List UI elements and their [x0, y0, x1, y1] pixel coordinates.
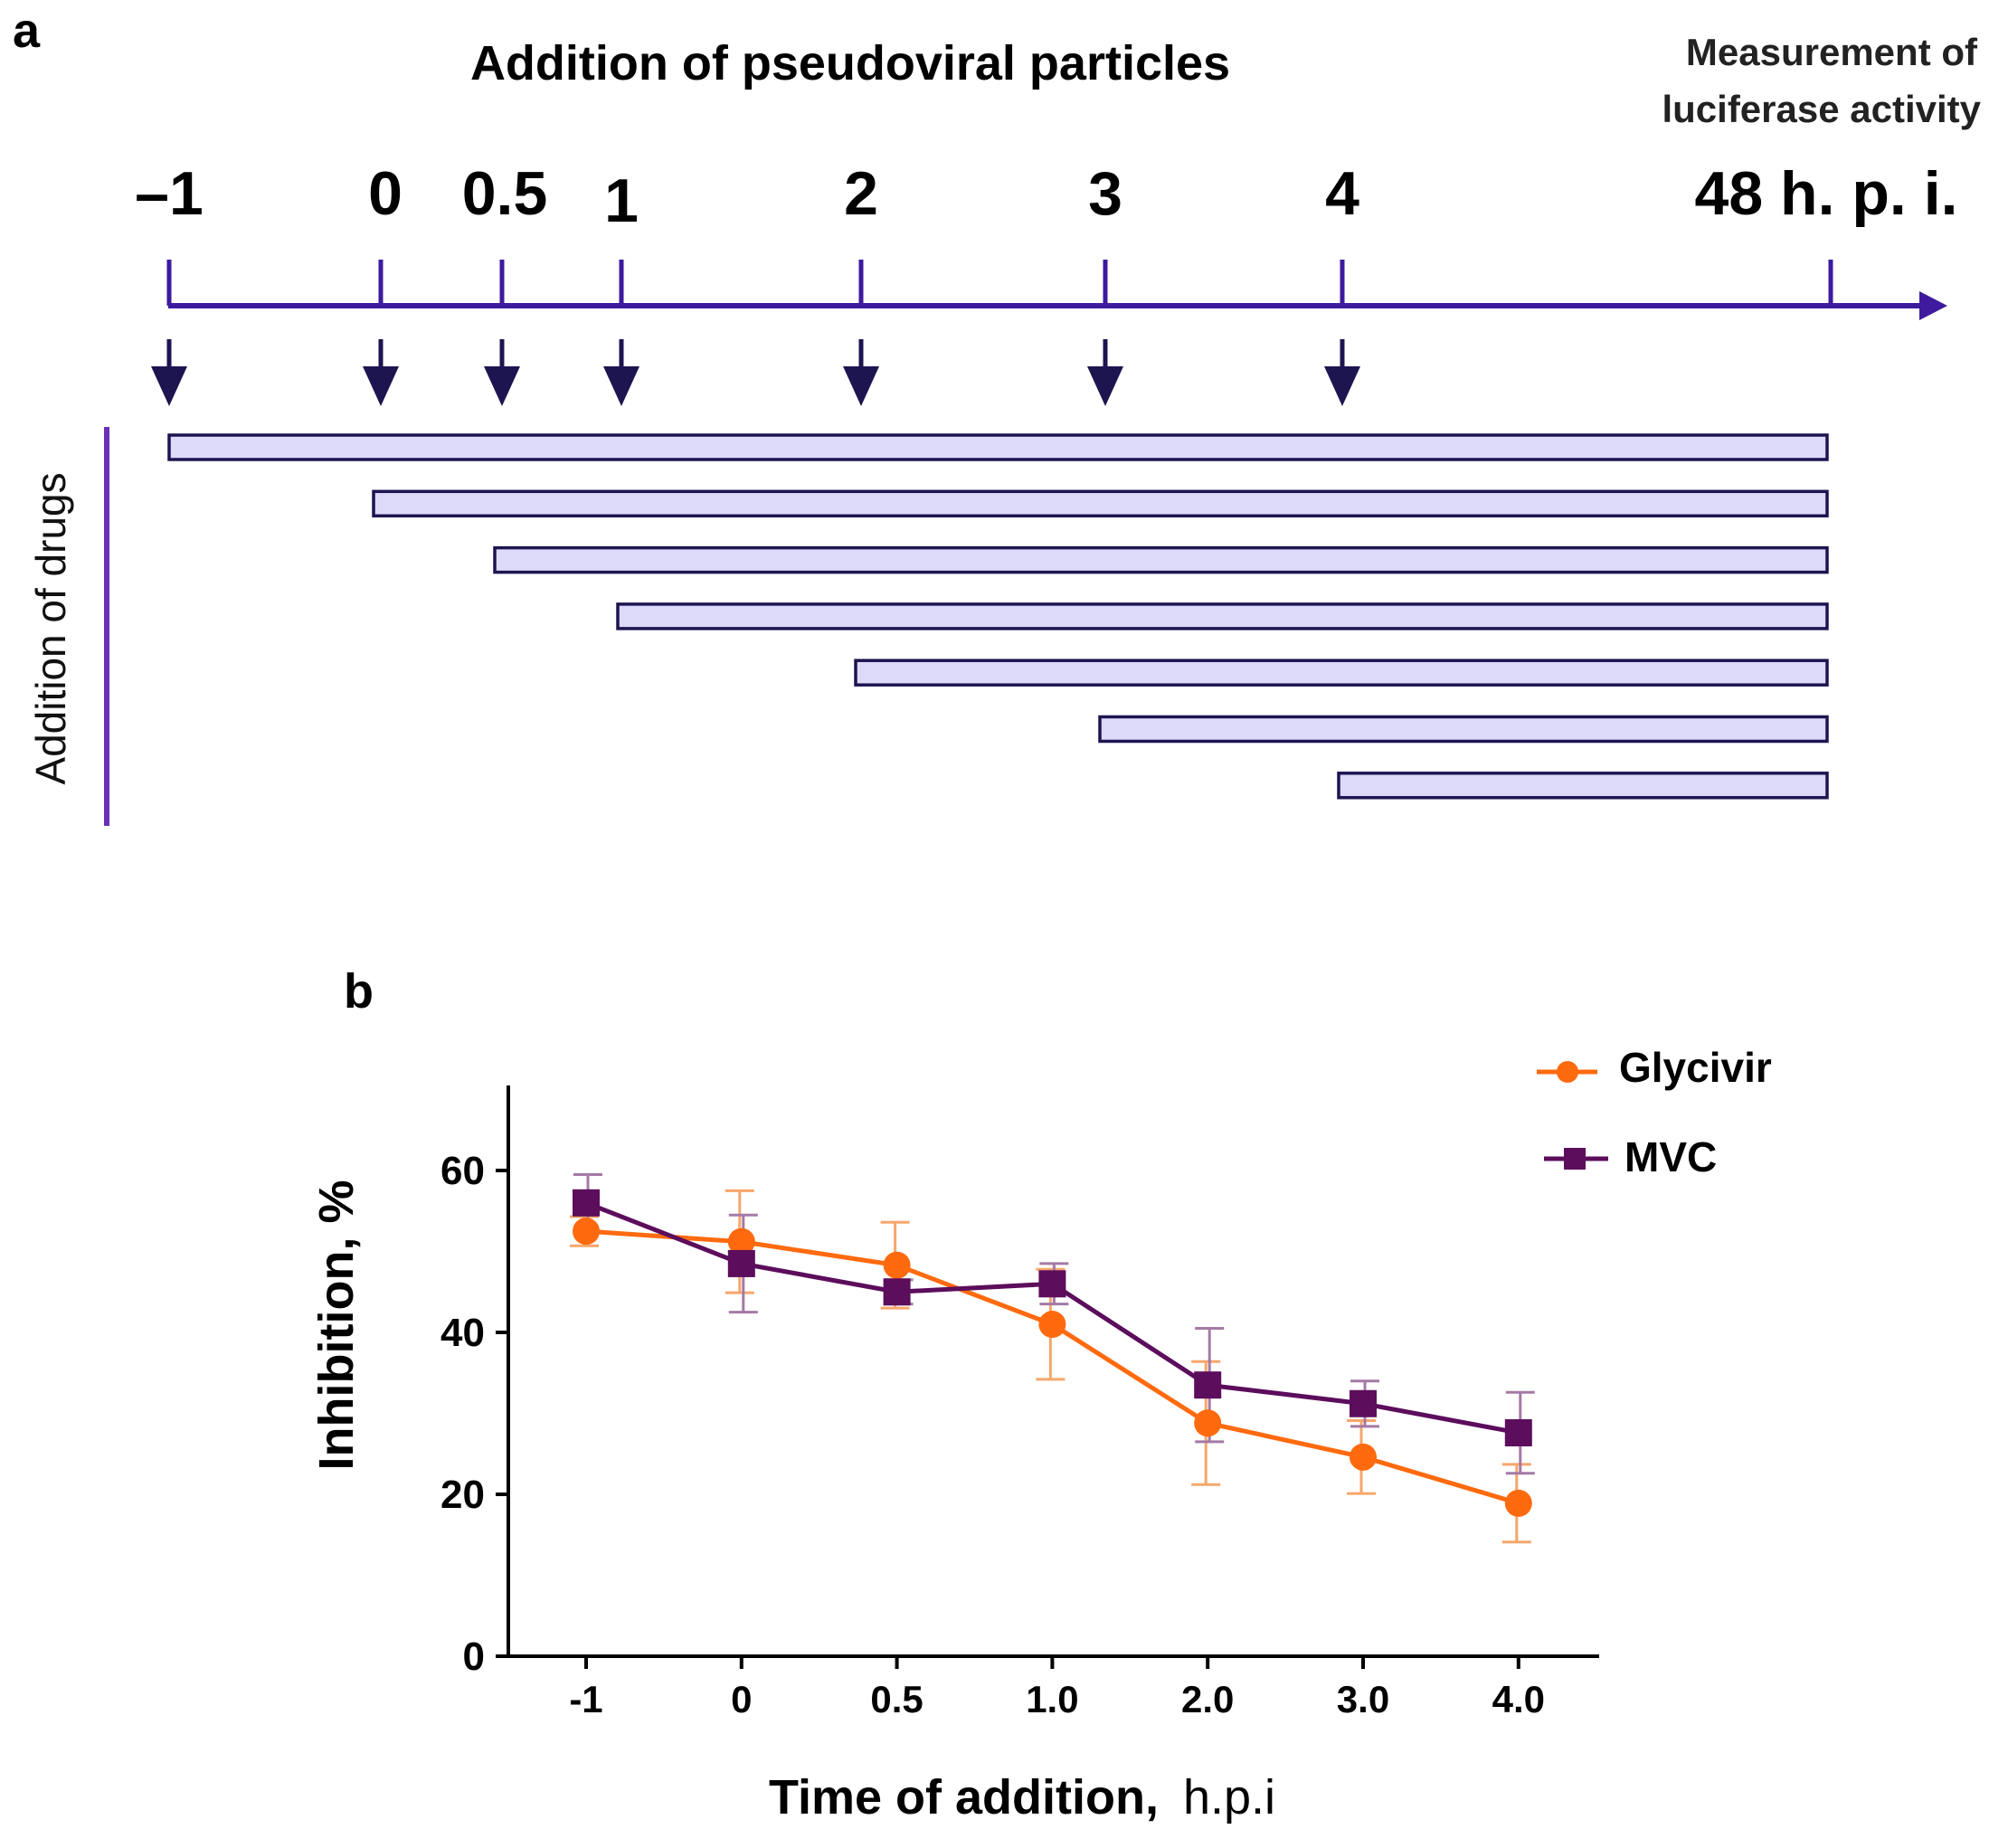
y-axis-ticks: 0 20 40 60 — [440, 1149, 508, 1679]
x-tick-label: -1 — [569, 1678, 602, 1720]
particle-addition-arrows — [151, 339, 1360, 406]
chart-legend: Glycivir MVC — [1537, 1044, 1772, 1180]
data-point-mvc — [883, 1278, 911, 1306]
legend-marker-glycivir — [1557, 1061, 1578, 1083]
drug-exposure-bar — [372, 489, 1829, 518]
particle-arrow-icon — [843, 366, 879, 406]
data-point-glycivir — [727, 1227, 755, 1256]
timeline-tick-label: –1 — [135, 159, 204, 228]
data-point-glycivir — [1504, 1489, 1532, 1517]
measurement-label-line1: Measurement of — [1686, 31, 1978, 73]
legend-marker-mvc — [1564, 1148, 1586, 1170]
drug-exposure-bar — [854, 659, 1829, 687]
particle-arrow-icon — [151, 366, 187, 406]
timeline-tick-label: 0.5 — [462, 159, 548, 228]
panel-b-chart: b 0 20 40 60 -1 0 0.5 1.0 2.0 3.0 4.0 Inhibition,… — [309, 964, 1772, 1824]
data-point-glycivir — [573, 1218, 600, 1246]
data-point-mvc — [573, 1189, 600, 1217]
panel-a-timeline: a Addition of pseudoviral particles Meas… — [13, 4, 1982, 826]
error-bars-glycivir — [570, 1189, 1531, 1544]
timeline-tick-label: 4 — [1325, 159, 1359, 228]
x-tick-label: 0.5 — [870, 1678, 923, 1720]
particle-arrow-icon — [1324, 366, 1360, 406]
x-axis-ticks: -1 0 0.5 1.0 2.0 3.0 4.0 — [569, 1656, 1545, 1720]
panel-a-label: a — [13, 4, 41, 58]
panel-a-title: Addition of pseudoviral particles — [470, 36, 1230, 90]
drug-exposure-bar — [1337, 772, 1829, 800]
x-tick-label: 0 — [731, 1678, 752, 1720]
timeline-tick-label: 1 — [604, 166, 639, 235]
data-point-mvc — [1194, 1371, 1222, 1399]
legend-label-mvc: MVC — [1624, 1133, 1717, 1180]
x-tick-label: 4.0 — [1492, 1678, 1545, 1720]
data-point-mvc — [1350, 1389, 1377, 1417]
x-tick-label: 2.0 — [1181, 1678, 1234, 1720]
drug-exposure-bar — [616, 602, 1829, 630]
measurement-label-line2: luciferase activity — [1662, 88, 1981, 130]
drug-exposure-bar — [493, 545, 1829, 574]
particle-arrow-icon — [1087, 366, 1123, 406]
panel-b-label: b — [344, 964, 374, 1019]
y-tick-label: 20 — [440, 1473, 485, 1517]
drug-exposure-bars — [167, 433, 1829, 800]
x-tick-label: 3.0 — [1337, 1678, 1389, 1720]
data-point-mvc — [727, 1249, 755, 1277]
particle-arrow-icon — [603, 366, 639, 406]
timeline-end-label: 48 h. p. i. — [1695, 159, 1958, 228]
legend-label-glycivir: Glycivir — [1619, 1044, 1772, 1091]
svg-text:Time of addition, h.p.i: Time of addition, h.p.i — [769, 1770, 1275, 1824]
y-tick-label: 40 — [440, 1311, 485, 1355]
timeline-tick-label: 3 — [1088, 159, 1122, 228]
timeline-arrowhead — [1919, 291, 1947, 320]
plot-series — [570, 1172, 1535, 1544]
particle-arrow-icon — [484, 366, 520, 406]
timeline-tick-label: 2 — [844, 159, 878, 228]
data-point-mvc — [1038, 1270, 1066, 1298]
drug-addition-label: Addition of drugs — [27, 472, 74, 784]
timeline-tick-label: 0 — [368, 159, 403, 228]
x-tick-label: 1.0 — [1026, 1678, 1078, 1720]
data-point-glycivir — [883, 1251, 911, 1279]
x-axis-unit: h.p.i — [1183, 1770, 1275, 1824]
particle-arrow-icon — [363, 366, 399, 406]
data-point-mvc — [1504, 1418, 1532, 1446]
drug-exposure-bar — [1098, 715, 1829, 744]
x-axis-title: Time of addition, — [769, 1770, 1159, 1824]
data-point-glycivir — [1038, 1311, 1066, 1339]
y-axis-title: Inhibition, % — [309, 1180, 364, 1471]
svg-text:Inhibition, %: Inhibition, % — [309, 1180, 364, 1471]
data-point-glycivir — [1194, 1409, 1222, 1437]
y-tick-label: 0 — [463, 1635, 485, 1679]
timeline-tick-labels: –1 0 0.5 1 2 3 4 — [135, 159, 1359, 235]
timeline-ticks — [166, 260, 1345, 306]
drug-exposure-bar — [167, 433, 1829, 461]
y-tick-label: 60 — [440, 1149, 485, 1193]
data-point-glycivir — [1350, 1443, 1377, 1471]
